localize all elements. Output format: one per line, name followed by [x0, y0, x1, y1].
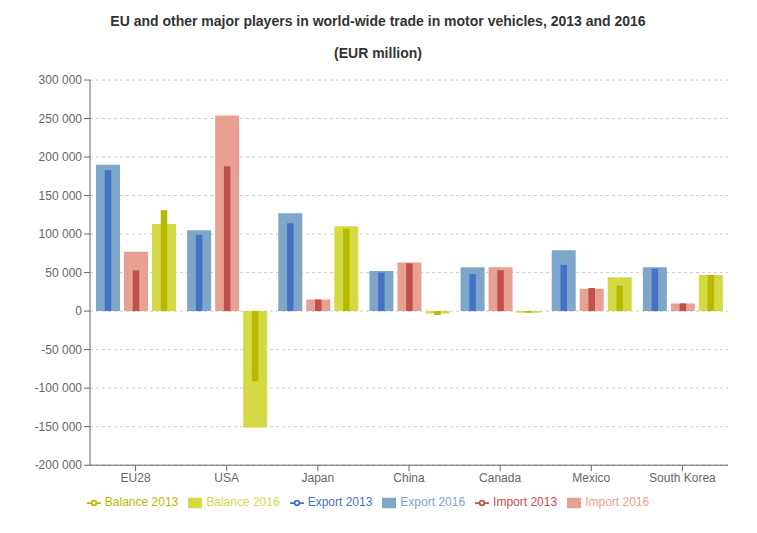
svg-text:China: China — [393, 471, 425, 485]
html-text:Import 2016: Import 2016 — [585, 495, 650, 510]
svg-text:250 000: 250 000 — [39, 112, 83, 126]
svg-text:-200 000: -200 000 — [35, 458, 83, 472]
svg-text:South Korea: South Korea — [649, 471, 716, 485]
svg-text:50 000: 50 000 — [45, 266, 82, 280]
html-text:Import 2013: Import 2013 — [493, 495, 558, 510]
html-text:Export 2013: Export 2013 — [307, 495, 373, 510]
svg-text:-100 000: -100 000 — [35, 381, 83, 395]
svg-text:0: 0 — [75, 304, 82, 318]
html-text:(EUR million): (EUR million) — [334, 45, 422, 61]
svg-text:Mexico: Mexico — [572, 471, 610, 485]
svg-text:Canada: Canada — [479, 471, 521, 485]
html-text:Export 2016: Export 2016 — [400, 495, 466, 510]
svg-text:EU28: EU28 — [121, 471, 151, 485]
svg-text:-150 000: -150 000 — [35, 420, 83, 434]
html-text:Balance 2016: Balance 2016 — [206, 495, 280, 510]
svg-text:USA: USA — [214, 471, 239, 485]
html-text:EU and other major players in: EU and other major players in world-wide… — [110, 13, 646, 29]
svg-text:200 000: 200 000 — [39, 150, 83, 164]
svg-text:Japan: Japan — [302, 471, 335, 485]
svg-text:100 000: 100 000 — [39, 227, 83, 241]
svg-text:-50 000: -50 000 — [41, 343, 82, 357]
svg-text:150 000: 150 000 — [39, 189, 83, 203]
html-text:Balance 2013: Balance 2013 — [104, 495, 179, 510]
svg-text:300 000: 300 000 — [39, 73, 83, 87]
